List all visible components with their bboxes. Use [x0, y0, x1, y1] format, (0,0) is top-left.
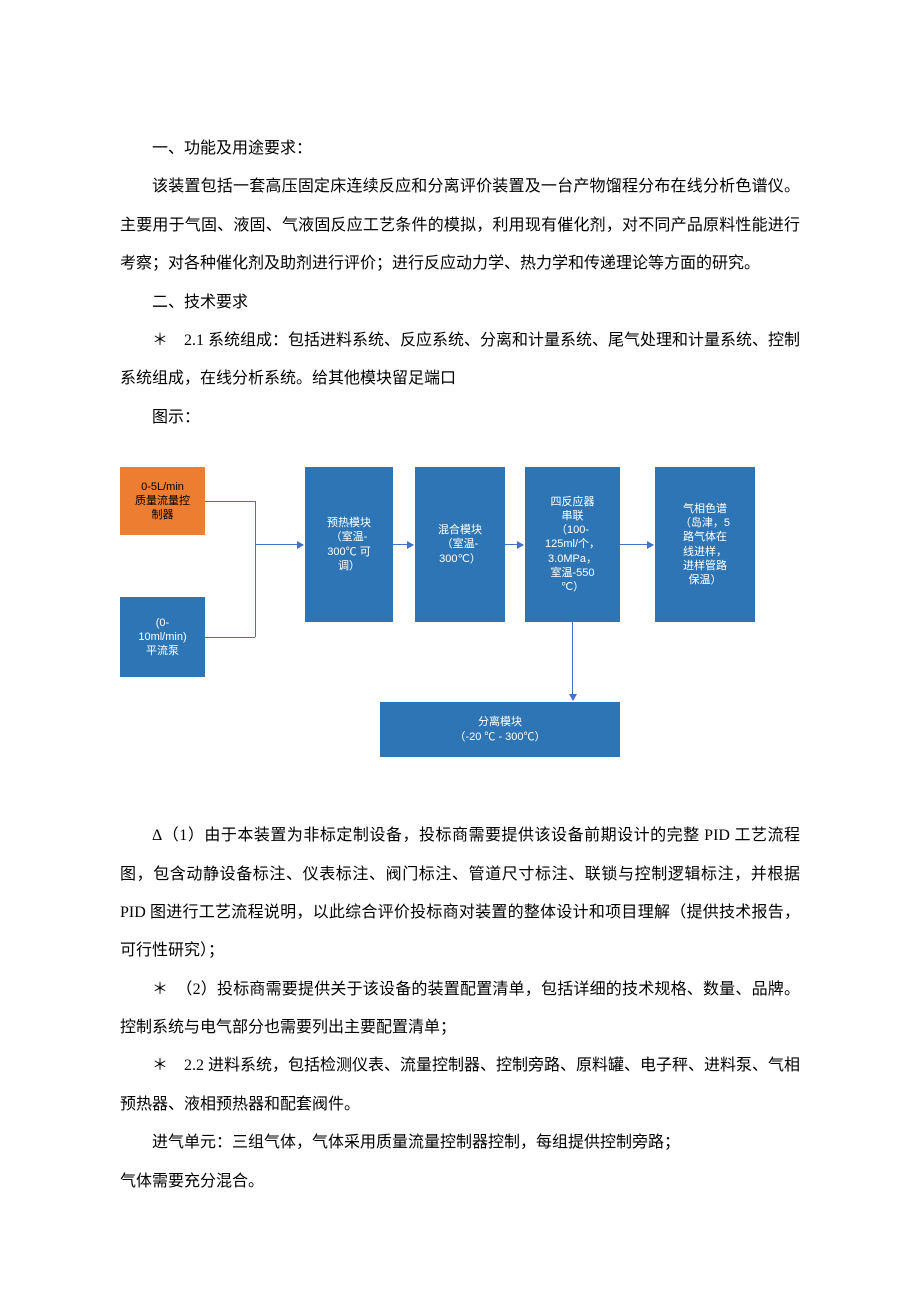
edge-preheat-to-mix: [393, 544, 413, 545]
node-mass-flow-controller: 0-5L/min质量流量控制器: [120, 467, 205, 535]
para-gas-mix: 气体需要充分混合。: [120, 1163, 800, 1201]
node-gas-chromatograph: 气相色谱（岛津，5路气体在线进样，进样管路保温）: [655, 467, 755, 622]
para-system-composition: ＊ 2.1 系统组成：包括进料系统、反应系统、分离和计量系统、尾气处理和计量系统…: [120, 322, 800, 399]
node-label: 0-5L/min质量流量控制器: [135, 480, 190, 523]
node-mix-module: 混合模块（室温-300℃）: [415, 467, 505, 622]
para-item-2: ＊ （2）投标商需要提供关于该设备的装置配置清单，包括详细的技术规格、数量、品牌…: [120, 971, 800, 1048]
edge-reactor-to-sep: [572, 622, 573, 700]
node-label: 气相色谱（岛津，5路气体在线进样，进样管路保温）: [680, 502, 730, 588]
process-flowchart: 0-5L/min质量流量控制器 (0-10ml/min)平流泵 预热模块（室温-…: [120, 467, 760, 787]
node-separation-module: 分离模块（-20 ℃ - 300℃）: [380, 702, 620, 757]
para-gas-unit: 进气单元：三组气体，气体采用质量流量控制器控制，每组提供控制旁路；: [120, 1124, 800, 1162]
para-feed-system: ＊ 2.2 进料系统，包括检测仪表、流量控制器、控制旁路、原料罐、电子秤、进料泵…: [120, 1047, 800, 1124]
para-delta-1: Δ（1）由于本装置为非标定制设备，投标商需要提供该设备前期设计的完整 PID 工…: [120, 817, 800, 971]
document-page: 一、功能及用途要求： 该装置包括一套高压固定床连续反应和分离评价装置及一台产物馏…: [0, 0, 920, 1281]
edge-reactor-to-gc: [620, 544, 653, 545]
edge-mfc-bend-v: [255, 501, 256, 544]
node-four-reactors: 四反应器串联（100-125ml/个，3.0MPa，室温-550℃）: [525, 467, 620, 622]
node-label: 预热模块（室温-300℃ 可调）: [327, 516, 371, 573]
flowchart-container: 0-5L/min质量流量控制器 (0-10ml/min)平流泵 预热模块（室温-…: [120, 467, 760, 787]
heading-tech: 二、技术要求: [120, 284, 800, 322]
edge-mfc-to-preheat: [255, 544, 303, 545]
edge-mfc-bend-h: [205, 501, 255, 502]
heading-function: 一、功能及用途要求：: [120, 130, 800, 168]
para-intro: 该装置包括一套高压固定床连续反应和分离评价装置及一台产物馏程分布在线分析色谱仪。…: [120, 168, 800, 283]
node-label: 混合模块（室温-300℃）: [438, 523, 482, 566]
edge-pump-bend-v: [255, 544, 256, 637]
node-label: 分离模块（-20 ℃ - 300℃）: [454, 715, 545, 744]
node-preheat-module: 预热模块（室温-300℃ 可调）: [305, 467, 393, 622]
node-advection-pump: (0-10ml/min)平流泵: [120, 597, 205, 677]
edge-pump-bend-h: [205, 637, 255, 638]
node-label: 四反应器串联（100-125ml/个，3.0MPa，室温-550℃）: [545, 495, 600, 595]
para-figure-label: 图示：: [120, 399, 800, 437]
node-label: (0-10ml/min)平流泵: [138, 616, 186, 659]
edge-mix-to-reactor: [505, 544, 523, 545]
